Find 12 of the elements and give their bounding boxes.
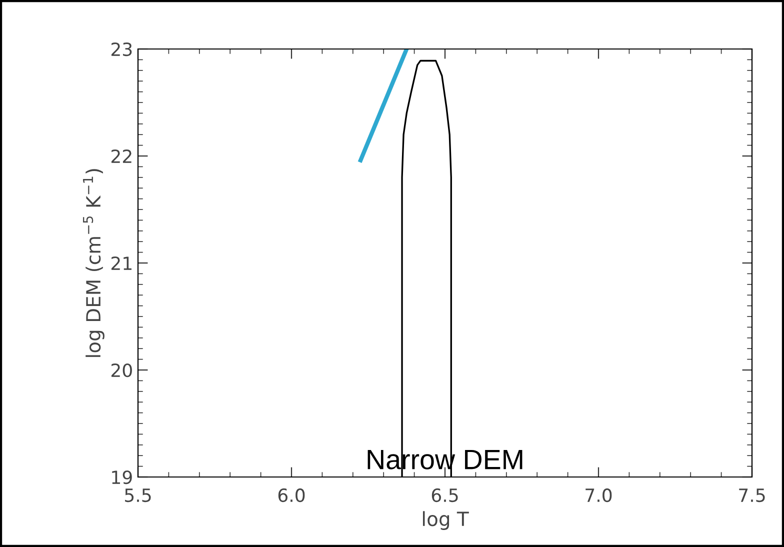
y-tick-label: 23: [111, 42, 132, 56]
y-tick-label: 20: [111, 363, 132, 378]
x-tick-label: 6.5: [432, 488, 458, 502]
x-tick-label: 5.5: [125, 488, 151, 502]
x-tick-label: 7.0: [586, 488, 612, 502]
x-tick-label: 6.0: [278, 488, 305, 502]
y-axis-title: log DEM (cm$^{−5}$ K$^{−1}$): [83, 169, 104, 357]
x-axis-title: log T: [422, 511, 469, 530]
y-tick-label: 19: [112, 470, 132, 484]
y-tick-label: 22: [111, 149, 132, 163]
y-tick-label: 21: [111, 256, 132, 270]
x-tick-label: 7.5: [739, 488, 765, 502]
